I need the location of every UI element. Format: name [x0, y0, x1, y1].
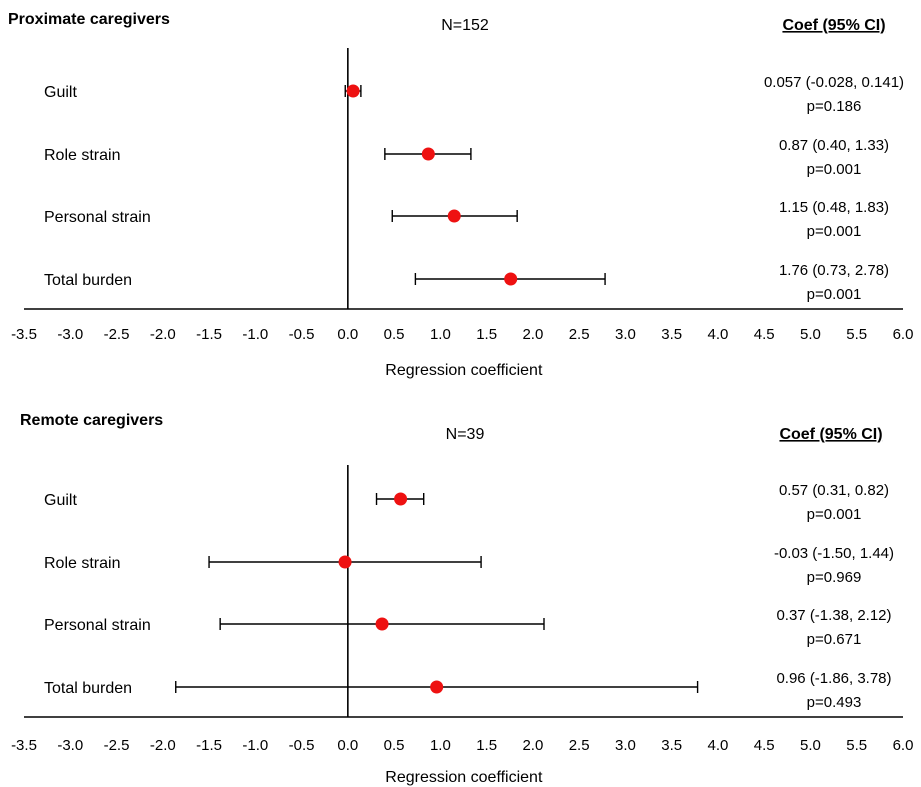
panel2-x-tick-label: 1.5	[476, 737, 497, 754]
panel2-coef-ci-text: 0.96 (-1.86, 3.78)	[776, 670, 891, 687]
panel1-x-tick-label: -3.5	[11, 326, 37, 343]
panel2-row-label: Guilt	[44, 492, 77, 509]
panel1-x-tick-label: 4.5	[754, 326, 775, 343]
panel1-point-estimate-marker	[346, 84, 360, 98]
panel2-p-value-text: p=0.001	[807, 506, 862, 523]
panel2-point-estimate-marker	[394, 492, 408, 506]
panel2-x-tick-label: -0.5	[289, 737, 315, 754]
panel2-x-tick-label: 4.0	[708, 737, 729, 754]
panel2-x-tick-label: 0.5	[384, 737, 405, 754]
panel2-title: Remote caregivers	[20, 412, 163, 429]
panel1-coef-ci-text: 0.057 (-0.028, 0.141)	[764, 74, 904, 91]
panel1-x-tick-label: 4.0	[708, 326, 729, 343]
panel2-x-tick-label: -1.0	[242, 737, 268, 754]
panel2-coef-ci-text: 0.57 (0.31, 0.82)	[779, 482, 889, 499]
panel2-row-label: Role strain	[44, 555, 120, 572]
panel2-x-tick-label: 5.5	[846, 737, 867, 754]
panel2-row-label: Personal strain	[44, 617, 151, 634]
panel1-x-tick-label: 1.5	[476, 326, 497, 343]
panel1-x-tick-label: 1.0	[430, 326, 451, 343]
panel1-x-tick-label: 0.5	[384, 326, 405, 343]
panel2-x-tick-label: -3.5	[11, 737, 37, 754]
panel2-coef-header: Coef (95% CI)	[779, 426, 882, 443]
panel1-row-label: Total burden	[44, 272, 132, 289]
panel1-x-tick-label: 5.0	[800, 326, 821, 343]
panel1-x-tick-label: 6.0	[893, 326, 914, 343]
panel1-p-value-text: p=0.001	[807, 223, 862, 240]
panel2-row-label: Total burden	[44, 680, 132, 697]
panel1-p-value-text: p=0.001	[807, 286, 862, 303]
panel1-x-tick-label: 2.0	[522, 326, 543, 343]
panel2-coef-ci-text: -0.03 (-1.50, 1.44)	[774, 545, 894, 562]
panel1-x-tick-label: -1.5	[196, 326, 222, 343]
panel1-title: Proximate caregivers	[8, 11, 170, 28]
panel1-x-tick-label: 3.5	[661, 326, 682, 343]
panel1-x-tick-label: 0.0	[337, 326, 358, 343]
panel2-n-label: N=39	[446, 426, 485, 443]
panel2-p-value-text: p=0.493	[807, 694, 862, 711]
panel2-x-tick-label: -2.0	[150, 737, 176, 754]
panel2-p-value-text: p=0.671	[807, 631, 862, 648]
panel2-x-tick-label: 2.0	[522, 737, 543, 754]
panel1-coef-header: Coef (95% CI)	[782, 17, 885, 34]
panel1-x-tick-label: -1.0	[242, 326, 268, 343]
panel1-x-tick-label: 3.0	[615, 326, 636, 343]
panel2-point-estimate-marker	[375, 617, 389, 631]
panel1-x-tick-label: 2.5	[569, 326, 590, 343]
panel1-x-axis-title: Regression coefficient	[385, 362, 543, 379]
panel1-x-tick-label: -2.5	[104, 326, 130, 343]
panel1-coef-ci-text: 0.87 (0.40, 1.33)	[779, 137, 889, 154]
panel2-x-tick-label: 5.0	[800, 737, 821, 754]
panel2-x-tick-label: 3.0	[615, 737, 636, 754]
panel1-x-tick-label: -0.5	[289, 326, 315, 343]
panel2-x-tick-label: -2.5	[104, 737, 130, 754]
panel1-point-estimate-marker	[447, 209, 461, 223]
panel1-coef-ci-text: 1.15 (0.48, 1.83)	[779, 199, 889, 216]
panel1-point-estimate-marker	[504, 272, 518, 286]
panel1-p-value-text: p=0.186	[807, 98, 862, 115]
panel2-point-estimate-marker	[338, 555, 352, 569]
panel2-point-estimate-marker	[430, 680, 444, 694]
panel1-row-label: Guilt	[44, 84, 77, 101]
panel2-x-tick-label: -3.0	[57, 737, 83, 754]
panel1-row-label: Role strain	[44, 147, 120, 164]
panel1-row-label: Personal strain	[44, 209, 151, 226]
panel1-x-tick-label: -3.0	[57, 326, 83, 343]
panel2-x-tick-label: 0.0	[337, 737, 358, 754]
panel1-point-estimate-marker	[421, 147, 435, 161]
panel1-coef-ci-text: 1.76 (0.73, 2.78)	[779, 262, 889, 279]
panel1-n-label: N=152	[441, 17, 489, 34]
panel2-x-tick-label: 3.5	[661, 737, 682, 754]
panel1-x-tick-label: 5.5	[846, 326, 867, 343]
panel1-p-value-text: p=0.001	[807, 161, 862, 178]
panel2-x-tick-label: 6.0	[893, 737, 914, 754]
panel1-x-tick-label: -2.0	[150, 326, 176, 343]
panel2-x-tick-label: 2.5	[569, 737, 590, 754]
panel2-coef-ci-text: 0.37 (-1.38, 2.12)	[776, 607, 891, 624]
panel2-x-tick-label: 4.5	[754, 737, 775, 754]
panel2-x-tick-label: 1.0	[430, 737, 451, 754]
panel2-p-value-text: p=0.969	[807, 569, 862, 586]
panel2-x-axis-title: Regression coefficient	[385, 769, 543, 786]
panel2-x-tick-label: -1.5	[196, 737, 222, 754]
